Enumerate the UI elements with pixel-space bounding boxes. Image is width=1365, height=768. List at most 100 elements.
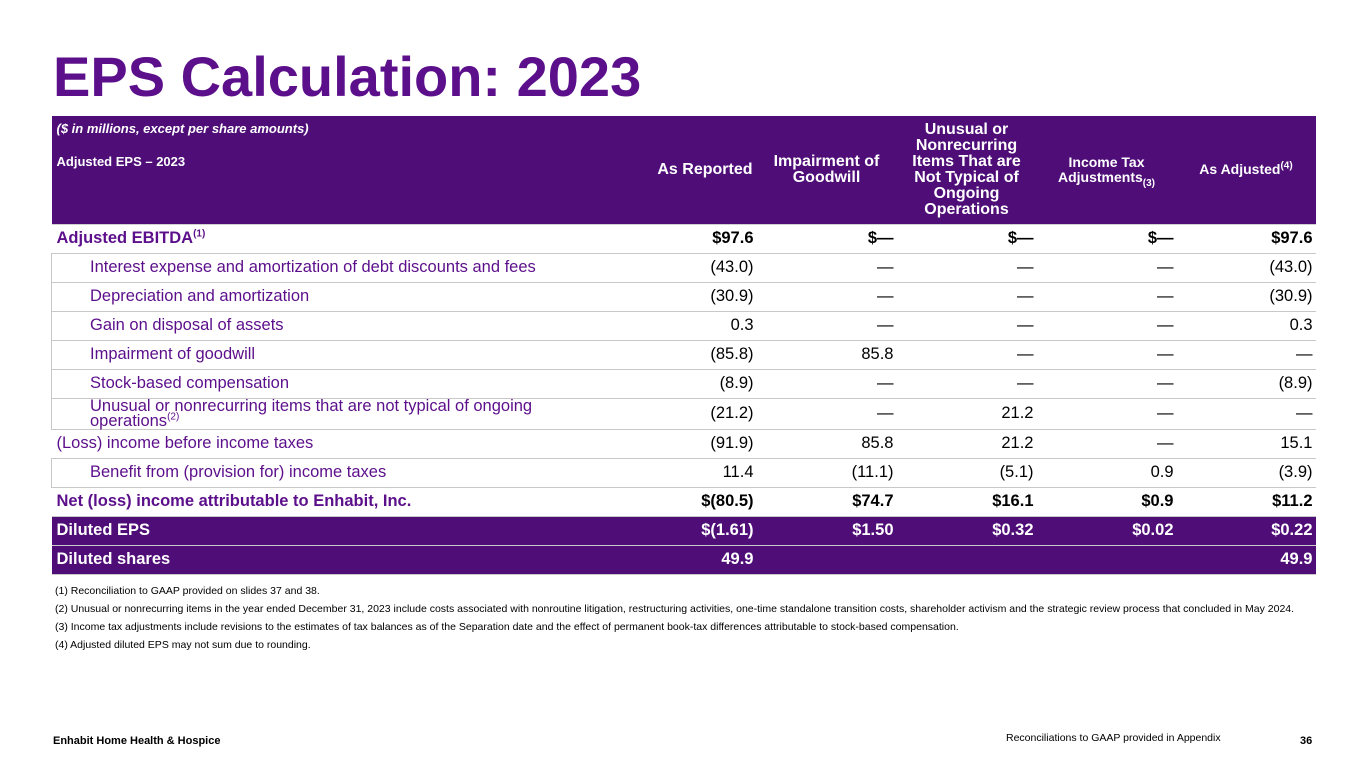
cell-impairment: — (756, 253, 897, 283)
footnote: (1) Reconciliation to GAAP provided on s… (55, 585, 320, 597)
col-as-adjusted-label: As Adjusted (1199, 161, 1281, 178)
table-row: (Loss) income before income taxes (91.9)… (51, 429, 1316, 459)
footer-note: Reconciliations to GAAP provided in Appe… (1006, 732, 1221, 744)
cell-as-adjusted: — (1176, 398, 1316, 430)
cell-as-reported: 49.9 (616, 545, 757, 575)
cell-impairment: (11.1) (756, 458, 897, 488)
row-footnote: (1) (193, 228, 206, 240)
cell-impairment: — (756, 311, 897, 341)
cell-income-tax: — (1036, 311, 1177, 341)
cell-impairment (756, 545, 897, 575)
table-header-row: ($ in millions, except per share amounts… (51, 116, 1316, 224)
table-row: Diluted EPS $(1.61) $1.50 $0.32 $0.02 $0… (51, 516, 1316, 546)
cell-as-reported: (91.9) (616, 429, 757, 459)
cell-unusual: — (896, 369, 1037, 399)
cell-income-tax: $0.9 (1036, 487, 1177, 517)
table-subtitle: Adjusted EPS – 2023 (56, 154, 186, 169)
row-label: Gain on disposal of assets (51, 311, 617, 341)
cell-impairment: — (756, 398, 897, 430)
cell-as-reported: (21.2) (616, 398, 757, 430)
row-label: Depreciation and amortization (51, 282, 617, 312)
table-row: Diluted shares 49.9 49.9 (51, 545, 1316, 575)
cell-income-tax: — (1036, 340, 1177, 370)
cell-as-adjusted: $97.6 (1176, 223, 1316, 254)
row-label: Diluted EPS (51, 516, 617, 546)
table-row: Unusual or nonrecurring items that are n… (51, 397, 1316, 430)
col-impairment-goodwill: Impairment of Goodwill (756, 116, 897, 224)
cell-as-adjusted: (3.9) (1176, 458, 1316, 488)
table-row: Impairment of goodwill (85.8) 85.8 — — — (51, 340, 1316, 370)
col-as-reported: As Reported (616, 116, 757, 224)
cell-as-adjusted: 49.9 (1176, 545, 1316, 575)
cell-as-adjusted: (30.9) (1176, 282, 1316, 312)
cell-unusual: 21.2 (896, 429, 1037, 459)
row-label: Net (loss) income attributable to Enhabi… (51, 487, 617, 517)
cell-as-reported: $97.6 (616, 223, 757, 254)
cell-as-reported: (30.9) (616, 282, 757, 312)
table-row: Gain on disposal of assets 0.3 — — — 0.3 (51, 311, 1316, 341)
col-income-tax-adjustments: Income Tax Adjustments(3) (1036, 116, 1177, 224)
cell-income-tax: $0.02 (1036, 516, 1177, 546)
cell-unusual: $— (896, 223, 1037, 254)
cell-impairment: — (756, 282, 897, 312)
header-label-cell: ($ in millions, except per share amounts… (51, 116, 617, 224)
row-label: Stock-based compensation (51, 369, 617, 399)
cell-as-adjusted: $0.22 (1176, 516, 1316, 546)
row-label: Impairment of goodwill (51, 340, 617, 370)
cell-as-adjusted: — (1176, 340, 1316, 370)
cell-impairment: $74.7 (756, 487, 897, 517)
row-label: Interest expense and amortization of deb… (51, 253, 617, 283)
cell-unusual: — (896, 282, 1037, 312)
row-label: Unusual or nonrecurring items that are n… (51, 397, 617, 430)
table-row: Adjusted EBITDA(1) $97.6 $— $— $— $97.6 (51, 223, 1316, 254)
cell-unusual: — (896, 311, 1037, 341)
eps-table: ($ in millions, except per share amounts… (51, 116, 1316, 575)
cell-impairment: $1.50 (756, 516, 897, 546)
footer-company: Enhabit Home Health & Hospice (53, 735, 221, 747)
col-income-tax-label: Income Tax Adjustments (1057, 153, 1145, 185)
cell-impairment: — (756, 369, 897, 399)
cell-unusual: $16.1 (896, 487, 1037, 517)
cell-as-reported: (8.9) (616, 369, 757, 399)
cell-income-tax: — (1036, 398, 1177, 430)
page-number: 36 (1300, 735, 1313, 747)
cell-unusual: (5.1) (896, 458, 1037, 488)
row-label: Benefit from (provision for) income taxe… (51, 458, 617, 488)
cell-unusual: 21.2 (896, 398, 1037, 430)
cell-unusual: — (896, 340, 1037, 370)
row-label: Diluted shares (51, 545, 617, 575)
footnotes: (1) Reconciliation to GAAP provided on s… (55, 585, 1295, 657)
row-label-text: Adjusted EBITDA (56, 229, 194, 247)
cell-as-reported: (85.8) (616, 340, 757, 370)
cell-income-tax: 0.9 (1036, 458, 1177, 488)
cell-income-tax: — (1036, 253, 1177, 283)
cell-impairment: $— (756, 223, 897, 254)
cell-as-adjusted: 0.3 (1176, 311, 1316, 341)
cell-as-adjusted: (43.0) (1176, 253, 1316, 283)
col-income-tax-footnote: (3) (1142, 177, 1156, 189)
cell-as-adjusted: 15.1 (1176, 429, 1316, 459)
table-row: Interest expense and amortization of deb… (51, 253, 1316, 283)
footnote: (2) Unusual or nonrecurring items in the… (55, 603, 1295, 615)
cell-unusual: — (896, 253, 1037, 283)
cell-income-tax: — (1036, 429, 1177, 459)
cell-as-reported: 11.4 (616, 458, 757, 488)
row-label: (Loss) income before income taxes (51, 429, 617, 459)
table-row: Stock-based compensation (8.9) — — — (8.… (51, 369, 1316, 399)
page-title: EPS Calculation: 2023 (53, 45, 642, 108)
row-label: Adjusted EBITDA(1) (51, 223, 617, 254)
cell-as-reported: $(1.61) (616, 516, 757, 546)
footnote: (3) Income tax adjustments include revis… (55, 621, 959, 633)
table-row: Net (loss) income attributable to Enhabi… (51, 487, 1316, 517)
cell-as-adjusted: $11.2 (1176, 487, 1316, 517)
footnote: (4) Adjusted diluted EPS may not sum due… (55, 639, 311, 651)
cell-income-tax (1036, 545, 1177, 575)
cell-income-tax: $— (1036, 223, 1177, 254)
table-row: Depreciation and amortization (30.9) — —… (51, 282, 1316, 312)
cell-unusual (896, 545, 1037, 575)
cell-income-tax: — (1036, 282, 1177, 312)
col-unusual-items: Unusual or Nonrecurring Items That are N… (896, 116, 1037, 224)
table-row: Benefit from (provision for) income taxe… (51, 458, 1316, 488)
cell-income-tax: — (1036, 369, 1177, 399)
cell-as-reported: (43.0) (616, 253, 757, 283)
